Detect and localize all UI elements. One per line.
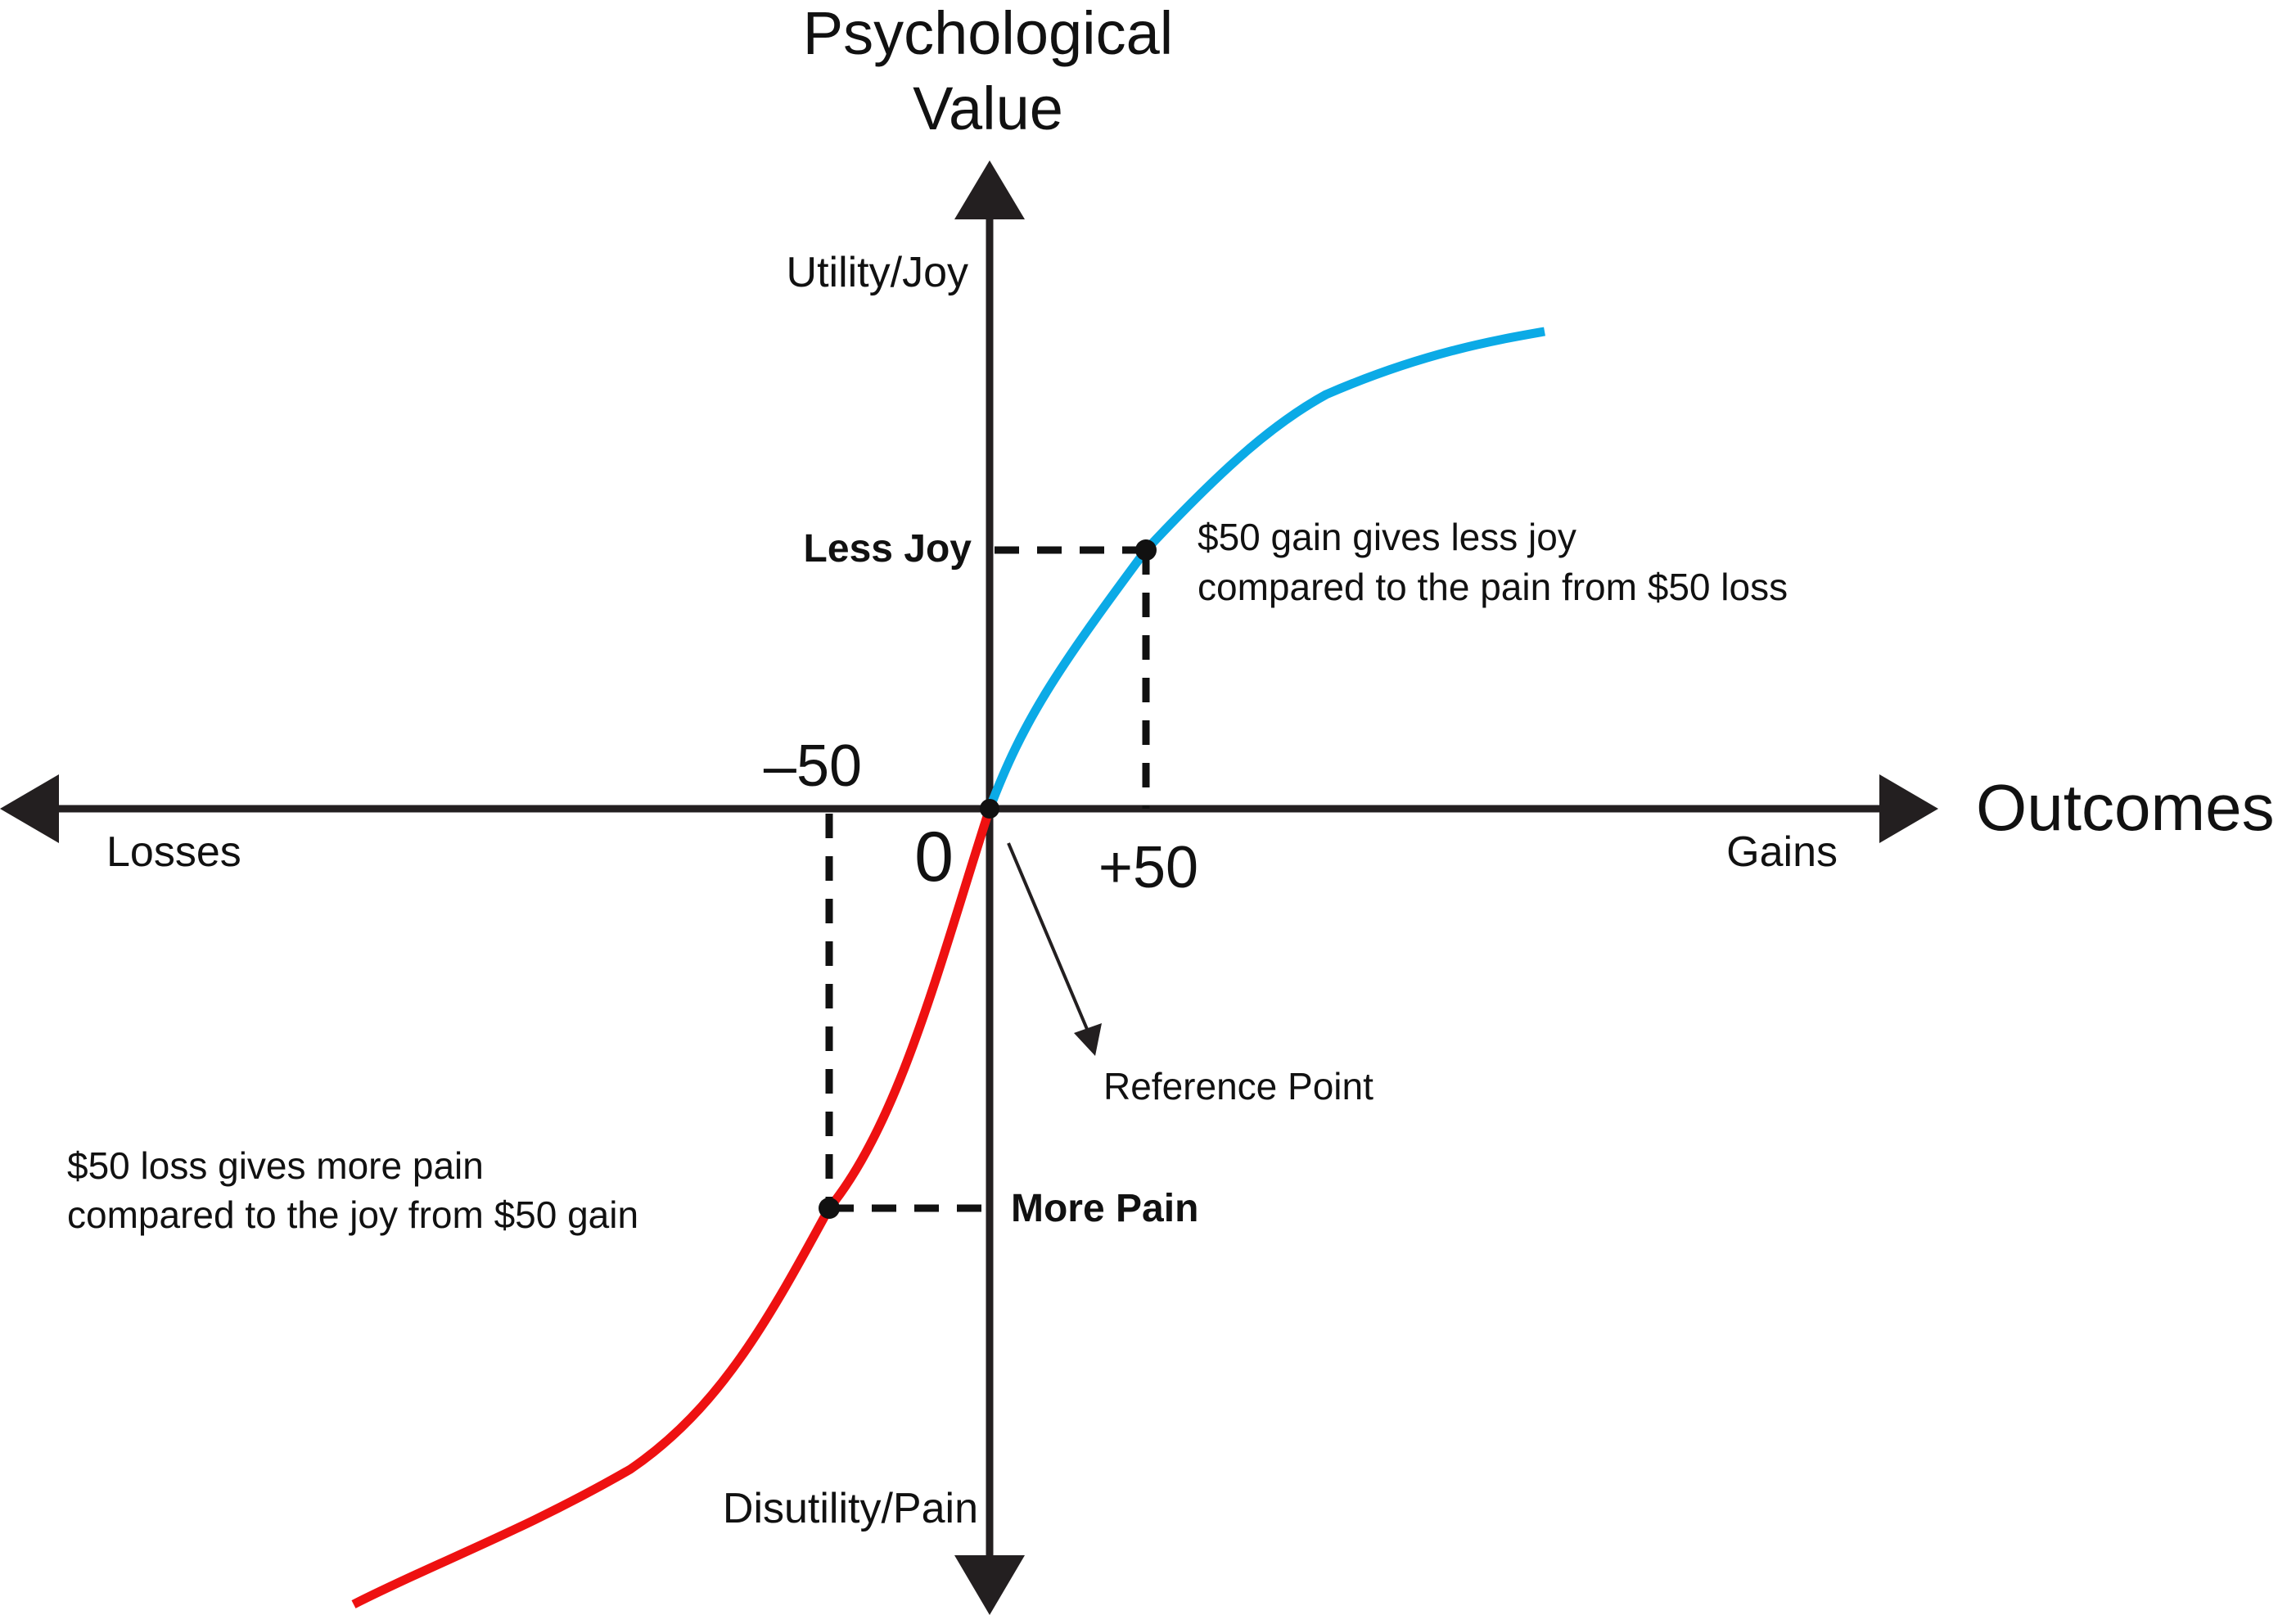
reference-point-dot — [980, 799, 999, 819]
y-axis-bottom-arrow — [954, 1555, 1025, 1615]
gain-annotation-line-2: compared to the pain from $50 loss — [1198, 566, 1788, 608]
reference-point-label: Reference Point — [1103, 1065, 1374, 1107]
loss-point — [819, 1198, 840, 1219]
tick-positive-50: +50 — [1098, 835, 1198, 900]
tick-negative-50: –50 — [764, 733, 862, 799]
reference-pointer-arrowhead — [1074, 1023, 1102, 1056]
less-joy-marker: Less Joy — [804, 527, 972, 571]
x-left-label: Losses — [106, 828, 241, 876]
reference-pointer-line — [1007, 842, 1090, 1034]
x-axis-right-arrow — [1879, 774, 1938, 843]
gain-annotation-line-1: $50 gain gives less joy — [1198, 516, 1577, 558]
x-axis-left-arrow — [0, 774, 59, 843]
gain-point — [1135, 539, 1157, 561]
axes — [0, 160, 1938, 1615]
y-top-label: Utility/Joy — [787, 249, 968, 296]
y-axis-top-arrow — [954, 160, 1025, 219]
tick-origin: 0 — [914, 818, 954, 896]
title-line-1: Psychological — [803, 0, 1173, 67]
guide-lines — [825, 546, 1150, 1212]
loss-annotation-line-2: compared to the joy from $50 gain — [67, 1193, 638, 1236]
more-pain-marker: More Pain — [1011, 1187, 1198, 1230]
gains-curve — [985, 327, 1545, 810]
x-right-label: Gains — [1726, 828, 1838, 876]
x-axis-label: Outcomes — [1976, 771, 2275, 844]
title-line-2: Value — [913, 74, 1063, 142]
loss-annotation-line-1: $50 loss gives more pain — [67, 1144, 484, 1187]
y-bottom-label: Disutility/Pain — [723, 1485, 978, 1532]
losses-curve — [351, 807, 995, 1608]
